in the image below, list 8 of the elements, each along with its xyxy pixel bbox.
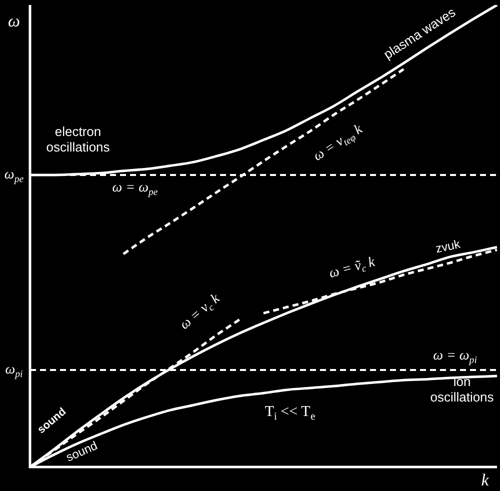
text: zvuk xyxy=(434,236,462,256)
y-axis-title: ω xyxy=(8,11,20,30)
text: ω = ṽc k xyxy=(328,254,378,282)
text: ω = vteφ k xyxy=(311,122,366,164)
series-label: ion oscillations xyxy=(430,374,494,404)
annotation: electron oscillations xyxy=(46,124,110,154)
x-axis-title: k xyxy=(481,470,490,490)
text: ω = vc k xyxy=(177,290,224,333)
